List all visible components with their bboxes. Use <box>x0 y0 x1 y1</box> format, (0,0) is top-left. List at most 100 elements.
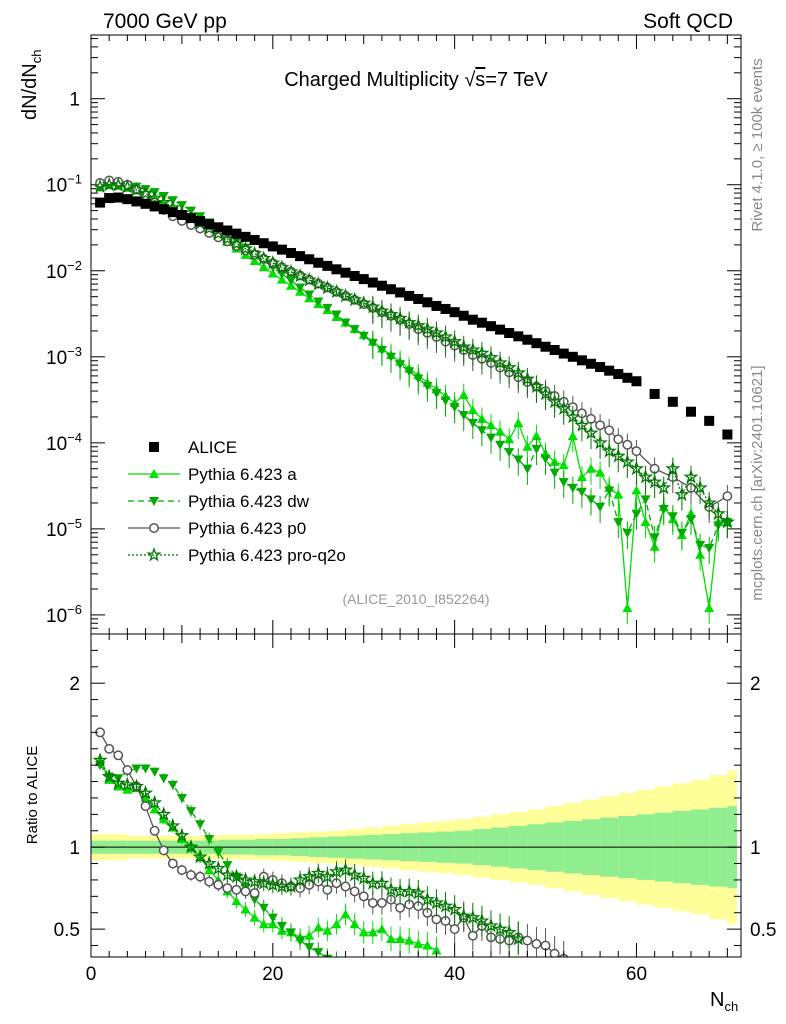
alice-point <box>204 219 215 230</box>
ratio-point-p0 <box>140 801 151 812</box>
ratio-point-a <box>422 940 433 950</box>
series-point-q2o <box>410 317 426 333</box>
series-point-q2o <box>274 259 290 275</box>
ratio-point-p0 <box>340 881 351 892</box>
ratio-point-p0 <box>349 886 360 897</box>
series-point-dw <box>413 374 424 384</box>
ratio-point-p0 <box>449 924 460 935</box>
ratio-point-dw <box>267 913 278 923</box>
series-point-q2o <box>592 434 608 450</box>
series-point-q2o <box>119 178 136 194</box>
series-point-dw <box>295 283 306 293</box>
ratio-point-q2o <box>401 883 417 898</box>
series-point-p0 <box>622 439 633 450</box>
ratio-point-a <box>404 935 415 945</box>
plot-title-sqrt: √ <box>464 69 475 91</box>
series-point-dw <box>376 345 387 355</box>
series-point-q2o <box>374 303 390 318</box>
ratio-point-q2o <box>456 907 472 923</box>
ratio-ylabel: Ratio to ALICE <box>24 746 41 844</box>
ratio-point-q2o <box>192 849 208 864</box>
ratio-point-p0 <box>322 884 333 895</box>
ratio-point-dw <box>377 978 387 987</box>
series-point-a <box>458 389 469 399</box>
plot-title-s: s <box>475 69 485 91</box>
series-point-q2o <box>565 408 581 424</box>
alice-point <box>522 334 533 345</box>
ratio-point-p0 <box>149 825 160 836</box>
ratio-point-dw <box>359 971 369 980</box>
ratio-ytick-label: 1 <box>69 838 80 859</box>
series-point-q2o <box>383 306 399 322</box>
alice-point <box>422 297 433 308</box>
main-ytick-mantissa: 10 <box>46 348 67 369</box>
series-point-dw <box>140 185 151 195</box>
ratio-point-q2o <box>246 873 263 889</box>
header-right: Soft QCD <box>643 10 733 33</box>
alice-point <box>467 314 478 325</box>
main-ytick-exponent: −5 <box>67 516 82 531</box>
series-point-dw <box>486 433 496 443</box>
alice-point <box>504 328 515 339</box>
series-point-q2o <box>237 240 254 256</box>
ratio-point-dw <box>213 848 224 858</box>
ratio-point-dw <box>341 963 351 972</box>
alice-point <box>686 406 696 417</box>
alice-point <box>531 338 542 349</box>
ratio-axis-ticks: 0 20 40 60 0.5 0.5 1 1 2 2 <box>54 634 776 985</box>
main-ytick-exponent: −2 <box>67 258 82 273</box>
series-point-dw <box>549 468 560 478</box>
ratio-xtick-label: 0 <box>86 964 97 985</box>
main-frame <box>90 34 742 635</box>
ratio-point-q2o <box>292 871 308 887</box>
alice-point <box>240 231 251 242</box>
series-point-q2o <box>537 386 554 401</box>
alice-point <box>286 247 296 258</box>
main-ytick-exponent: −4 <box>67 430 82 445</box>
alice-point <box>158 204 169 215</box>
series-point-q2o <box>265 254 281 270</box>
series-point-a <box>486 420 496 430</box>
series-point-q2o <box>328 283 345 299</box>
alice-point <box>595 362 606 373</box>
ratio-point-q2o <box>492 921 508 936</box>
series-point-a <box>549 456 560 466</box>
alice-point <box>495 324 506 335</box>
ratio-point-a <box>122 784 133 794</box>
main-ytick-mantissa: 10 <box>46 434 67 455</box>
series-point-p0 <box>631 446 642 457</box>
alice-point <box>549 344 560 355</box>
main-ytick-label: 10−4 <box>46 430 82 455</box>
series-point-dw <box>531 444 542 454</box>
alice-point <box>649 388 660 399</box>
series-point-q2o <box>337 287 354 303</box>
ratio-point-dw <box>131 764 142 774</box>
series-point-a <box>595 467 606 477</box>
ratio-point-q2o <box>465 909 481 925</box>
ratio-point-p0 <box>204 876 215 887</box>
alice-point <box>622 372 633 383</box>
series-point-q2o <box>392 310 408 325</box>
series-point-a <box>276 274 287 284</box>
series-point-a <box>558 460 569 470</box>
alice-point <box>358 274 369 285</box>
series-point-dw <box>304 290 315 300</box>
ratio-point-q2o <box>165 817 181 833</box>
series-point-dw <box>322 303 333 313</box>
series-point-dw <box>540 454 551 464</box>
alice-point <box>613 369 624 380</box>
main-ytick-label: 10−2 <box>46 258 82 283</box>
series-point-p0 <box>613 434 624 445</box>
alice-point <box>667 396 678 407</box>
ratio-xlabel-sub: ch <box>724 999 738 1014</box>
ratio-point-a <box>258 919 269 929</box>
ratio-point-a <box>313 922 324 932</box>
series-point-dw <box>467 419 478 429</box>
ratio-point-dw <box>331 958 341 967</box>
ratio-point-dw <box>413 987 423 996</box>
alice-point <box>486 321 496 332</box>
alice-point <box>186 213 196 224</box>
main-ytick-mantissa: 1 <box>69 90 80 111</box>
series-point-dw <box>504 448 515 458</box>
ratio-point-q2o <box>137 785 154 800</box>
